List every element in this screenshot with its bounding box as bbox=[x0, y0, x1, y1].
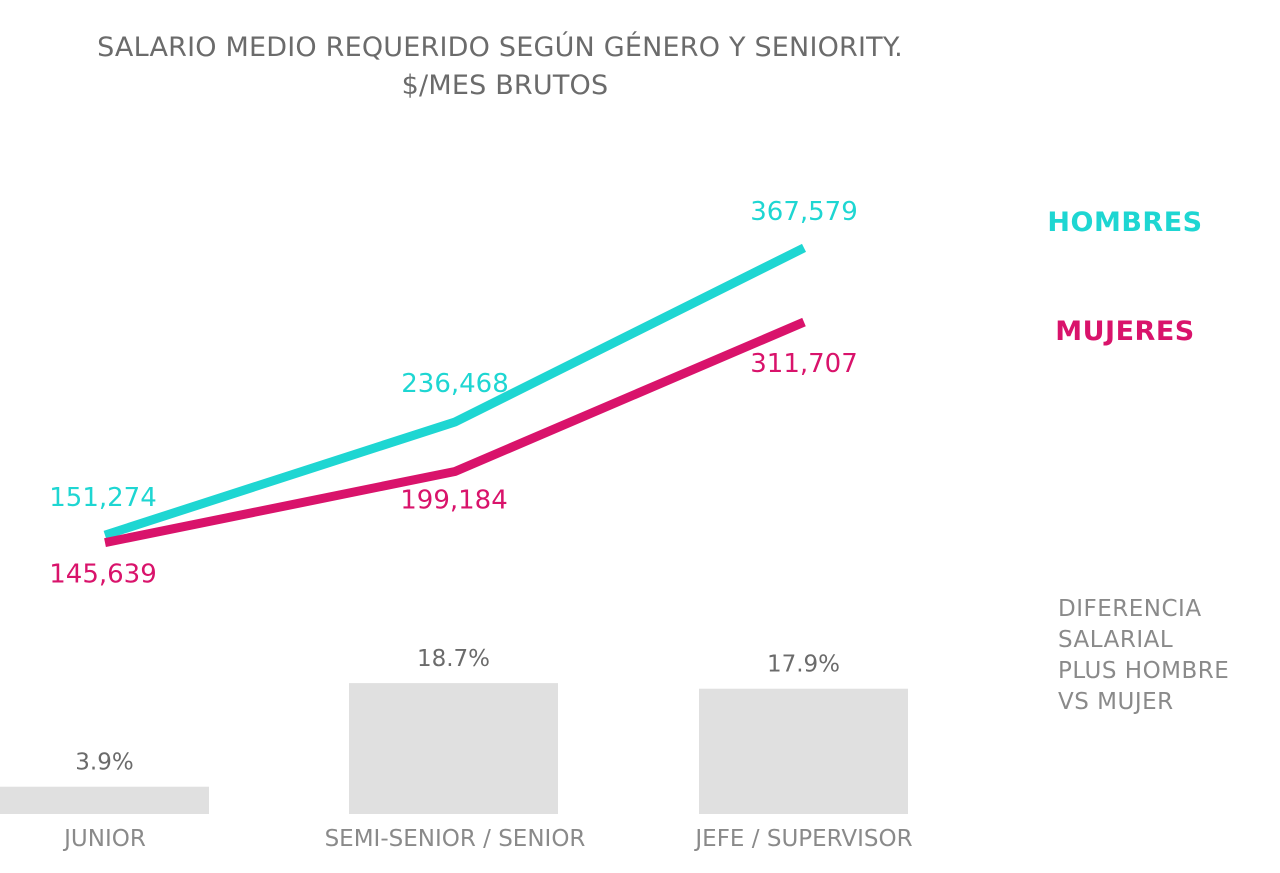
point-label-mujeres-1: 199,184 bbox=[400, 485, 508, 515]
series-lines bbox=[103, 243, 807, 548]
category-labels: JUNIOR SEMI-SENIOR / SENIOR JEFE / SUPER… bbox=[62, 826, 912, 852]
difference-value-label-0: 3.9% bbox=[75, 750, 133, 776]
series-line-mujeres bbox=[104, 317, 806, 548]
category-label-semi-senior: SEMI-SENIOR / SENIOR bbox=[325, 826, 586, 852]
difference-label-line-3: PLUS HOMBRE bbox=[1058, 658, 1229, 684]
chart-title-line-2: $/MES BRUTOS bbox=[402, 70, 609, 101]
difference-value-label-2: 17.9% bbox=[767, 652, 840, 678]
point-label-hombres-2: 367,579 bbox=[750, 197, 858, 227]
difference-bar-1 bbox=[349, 683, 558, 814]
point-label-hombres-1: 236,468 bbox=[401, 369, 509, 399]
legend-hombres: HOMBRES bbox=[1047, 207, 1202, 238]
series-line-hombres bbox=[103, 243, 807, 540]
difference-legend: DIFERENCIA SALARIAL PLUS HOMBRE VS MUJER bbox=[1058, 596, 1229, 715]
difference-bar-0 bbox=[0, 786, 209, 814]
point-label-mujeres-0: 145,639 bbox=[49, 560, 157, 590]
chart-title-line-1: SALARIO MEDIO REQUERIDO SEGÚN GÉNERO Y S… bbox=[97, 31, 903, 63]
point-label-hombres-0: 151,274 bbox=[49, 483, 157, 513]
difference-label-line-1: DIFERENCIA bbox=[1058, 596, 1202, 622]
category-label-jefe: JEFE / SUPERVISOR bbox=[693, 826, 912, 852]
difference-label-line-2: SALARIAL bbox=[1058, 627, 1173, 653]
difference-bar-2 bbox=[699, 688, 908, 814]
point-labels: 151,274 236,468 367,579 145,639 199,184 311,7… bbox=[49, 197, 858, 590]
category-label-junior: JUNIOR bbox=[62, 826, 146, 852]
difference-bars: 3.9% 18.7% 17.9% bbox=[0, 646, 908, 814]
difference-value-label-1: 18.7% bbox=[417, 646, 490, 672]
legend-mujeres: MUJERES bbox=[1055, 316, 1194, 347]
difference-label-line-4: VS MUJER bbox=[1058, 689, 1174, 715]
point-label-mujeres-2: 311,707 bbox=[750, 349, 858, 379]
